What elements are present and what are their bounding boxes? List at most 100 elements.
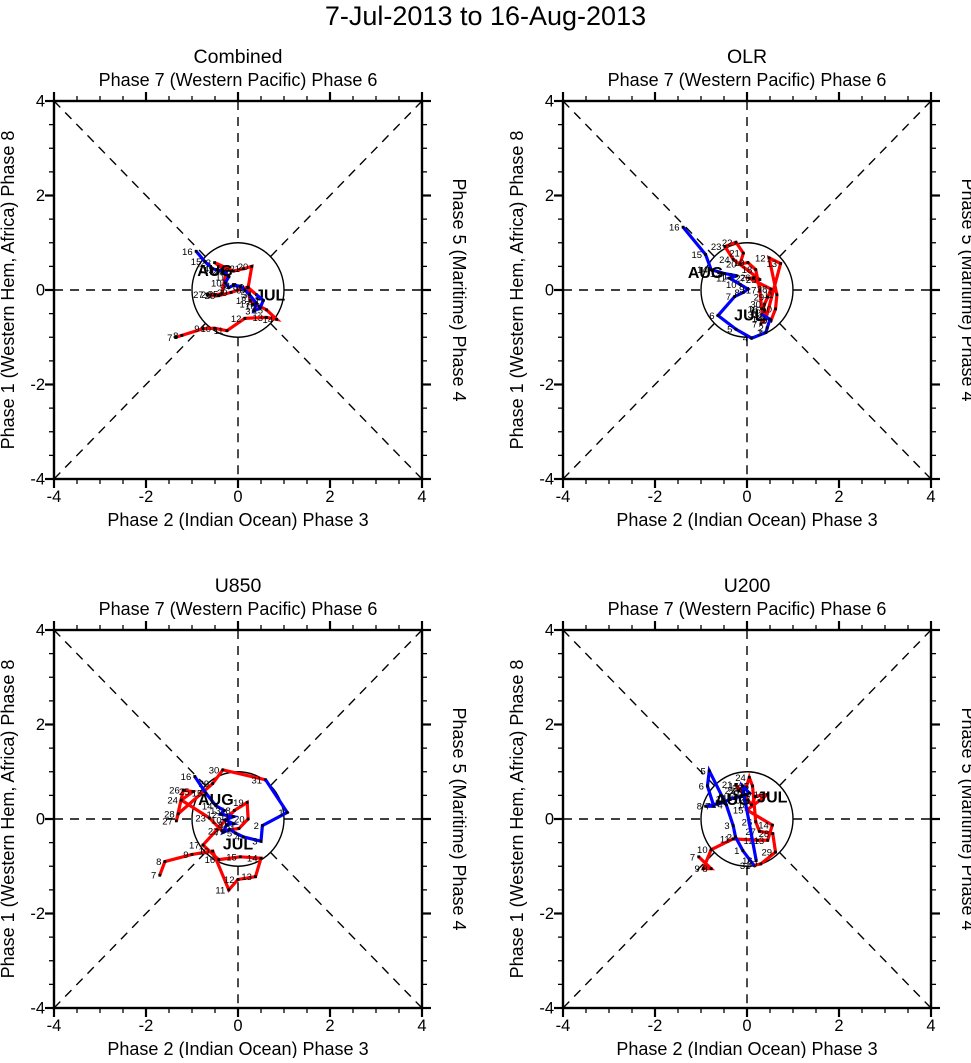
day-marker [180, 798, 183, 802]
day-label: 5 [227, 829, 232, 840]
day-label: 16 [181, 772, 192, 783]
svg-text:4: 4 [926, 488, 935, 506]
day-label: 2 [758, 323, 763, 334]
right-axis-label: Phase 5 (Maritime) Phase 4 [449, 707, 469, 930]
bottom-axis-label: Phase 2 (Indian Ocean) Phase 3 [616, 510, 877, 530]
day-marker [754, 820, 758, 824]
day-label: 3 [724, 821, 729, 832]
day-label: 1 [255, 296, 260, 307]
day-marker [203, 260, 207, 264]
day-label: 13 [203, 266, 214, 277]
day-label: 24 [735, 773, 746, 784]
day-marker [246, 817, 250, 821]
day-label: 10 [726, 280, 737, 291]
day-label: 17 [746, 286, 757, 297]
right-axis-label: Phase 5 (Maritime) Phase 4 [958, 178, 971, 401]
svg-text:2: 2 [834, 1017, 843, 1035]
day-label: 6 [709, 311, 714, 322]
day-label: 30 [209, 765, 220, 776]
day-label: 19 [234, 283, 245, 294]
day-marker [756, 838, 759, 842]
day-marker [758, 278, 762, 282]
day-label: 26 [740, 273, 751, 284]
day-label: 28 [759, 829, 770, 840]
panel-title: OLR [727, 46, 767, 68]
day-label: 10 [715, 795, 726, 806]
day-label: 15 [192, 789, 203, 800]
svg-text:-2: -2 [539, 376, 554, 394]
day-label: 26 [742, 817, 753, 828]
day-marker [227, 888, 231, 892]
day-marker [753, 794, 757, 798]
day-marker [740, 794, 743, 798]
panel-title: Combined [194, 46, 283, 68]
day-marker [707, 769, 711, 773]
aug-month-label: AUG [198, 792, 234, 809]
day-marker [176, 812, 180, 816]
dashed-guides [53, 100, 423, 480]
day-label: 16 [742, 856, 753, 867]
day-label: 15 [191, 257, 202, 268]
day-label: 14 [263, 315, 274, 326]
day-marker [706, 784, 709, 788]
day-marker [681, 225, 685, 229]
svg-text:4: 4 [926, 1017, 935, 1035]
day-marker [211, 782, 215, 785]
day-label: 9 [194, 324, 199, 335]
day-label: 5 [700, 766, 705, 777]
svg-text:2: 2 [545, 187, 554, 205]
day-marker [735, 274, 739, 278]
axis-ticks [554, 92, 940, 488]
day-marker [229, 290, 233, 294]
day-label: 12 [231, 314, 242, 325]
day-marker [225, 269, 228, 273]
day-label: 30 [234, 283, 245, 294]
day-label: 7 [726, 292, 731, 303]
day-label: 13 [241, 872, 252, 883]
day-marker [763, 308, 766, 312]
day-marker [245, 801, 249, 804]
day-marker [259, 856, 263, 860]
day-marker [213, 293, 217, 297]
day-marker [733, 295, 736, 299]
day-marker [741, 849, 745, 853]
day-label: 22 [208, 826, 219, 837]
day-marker [734, 835, 737, 839]
day-marker [246, 285, 250, 289]
day-marker [220, 292, 224, 296]
day-label: 9 [762, 316, 767, 327]
svg-text:2: 2 [36, 187, 45, 205]
day-label: 18 [738, 800, 749, 811]
day-marker [254, 875, 257, 879]
day-marker [275, 317, 279, 321]
day-marker [746, 798, 750, 802]
day-label: 14 [752, 314, 763, 325]
day-label: 22 [725, 786, 736, 797]
day-marker [204, 791, 208, 795]
day-marker [767, 256, 771, 260]
day-label: 9 [220, 283, 225, 294]
day-marker [258, 306, 262, 310]
day-label: 25 [746, 275, 757, 286]
svg-text:-2: -2 [30, 376, 45, 394]
day-label: 29 [199, 779, 210, 790]
day-marker [243, 316, 247, 320]
day-label: 14 [202, 801, 213, 812]
day-label: 8 [702, 864, 707, 875]
unit-circle [191, 242, 285, 338]
day-label: 3 [252, 837, 257, 848]
day-marker [259, 839, 263, 843]
day-marker [752, 863, 756, 867]
day-marker [747, 791, 751, 795]
day-marker [223, 818, 227, 822]
svg-text:0: 0 [742, 488, 751, 506]
day-label: 7 [151, 871, 156, 882]
bottom-axis-label: Phase 2 (Indian Ocean) Phase 3 [107, 510, 368, 530]
day-label: 24 [719, 255, 730, 266]
day-marker [764, 331, 768, 334]
day-label: 14 [199, 264, 210, 275]
top-axis-label: Phase 7 (Western Pacific) Phase 6 [99, 70, 378, 90]
